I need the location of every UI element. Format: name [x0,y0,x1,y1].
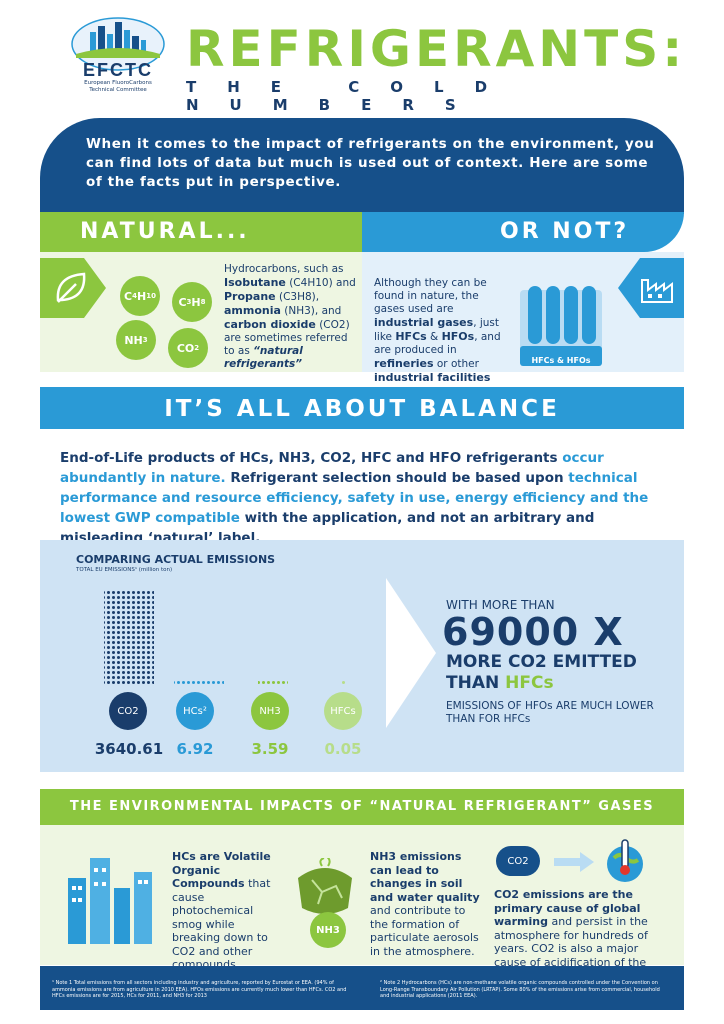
hcs-value: 6.92 [176,740,214,758]
emissions-subtitle: TOTAL EU EMISSIONS¹ (million ton) [76,567,173,573]
more-than-label: WITH MORE THAN [446,598,555,612]
co2-impact-text: CO2 emissions are the primary cause of g… [494,888,648,982]
page-title: REFRIGERANTS: [186,20,687,78]
hcs-badge: HCs² [176,692,214,730]
more-co2-text: MORE CO2 EMITTED THAN HFCs [446,652,637,693]
intro-banner [40,118,684,214]
or-not-band [362,212,684,252]
cracked-soil-icon [298,858,352,914]
arrow-icon [386,578,436,728]
impacts-band [40,789,684,825]
balance-label: IT’S ALL ABOUT BALANCE [164,396,560,422]
nh3-value: 3.59 [251,740,289,758]
nh3-impact-text: NH3 emissions can lead to changes in soi… [370,850,480,958]
balance-text: End-of-Life products of HCs, NH3, CO2, H… [60,450,649,546]
logo-subtitle: European FluoroCarbons Technical Committ… [84,80,152,93]
footnote-2: ² Note 2 Hydrocarbons (HCs) are non-meth… [380,980,660,999]
impacts-label: THE ENVIRONMENTAL IMPACTS OF “NATURAL RE… [69,799,655,814]
co2-cloud-icon: CO2 [496,846,540,876]
emissions-dot-bars [104,590,345,684]
factory-icon [618,258,684,318]
natural-band [40,212,362,252]
or-not-description: Although they can be found in nature, th… [374,277,501,384]
molecule-co2: CO 2 [168,328,208,368]
or-not-label: OR NOT? [500,219,630,244]
natural-label: NATURAL... [80,219,250,244]
balance-band [40,387,684,429]
leaf-icon [40,258,106,318]
hfcs-badge: HFCs [324,692,362,730]
city-buildings-icon [68,858,152,944]
hfcs-value: 0.05 [324,740,362,758]
emissions-title: COMPARING ACTUAL EMISSIONS [76,553,276,566]
big-number: 69000 X [442,610,624,654]
page-subtitle: THE COLD NUMBERS [186,78,519,114]
hfo-note: EMISSIONS OF HFOs ARE MUCH LOWER THAN FO… [446,700,654,725]
co2-badge: CO2 [109,692,147,730]
intro-text: When it comes to the impact of refrigera… [86,136,655,190]
molecule-nh3: NH 3 [116,320,156,360]
nh3-impact-badge: NH3 [310,912,346,948]
footnote-1: ¹ Note 1 Total emissions from all sector… [52,980,347,999]
gas-tanks-icon [520,286,602,366]
thermometer-globe-icon [607,839,643,882]
efctc-logo [71,17,165,71]
arrow-right-icon [554,852,594,872]
molecule-c4h10: C 4 H 10 [120,276,160,316]
natural-description: Hydrocarbons, such as Isobutane (C4H10) … [224,263,356,370]
footer-notes [40,966,684,1010]
logo-name: EFCTC [83,60,153,80]
nh3-badge: NH3 [251,692,289,730]
hc-impact-text: HCs are Volatile Organic Compounds that … [172,850,271,971]
co2-value: 3640.61 [94,740,164,758]
tank-label: HFCs & HFOs [531,356,591,365]
